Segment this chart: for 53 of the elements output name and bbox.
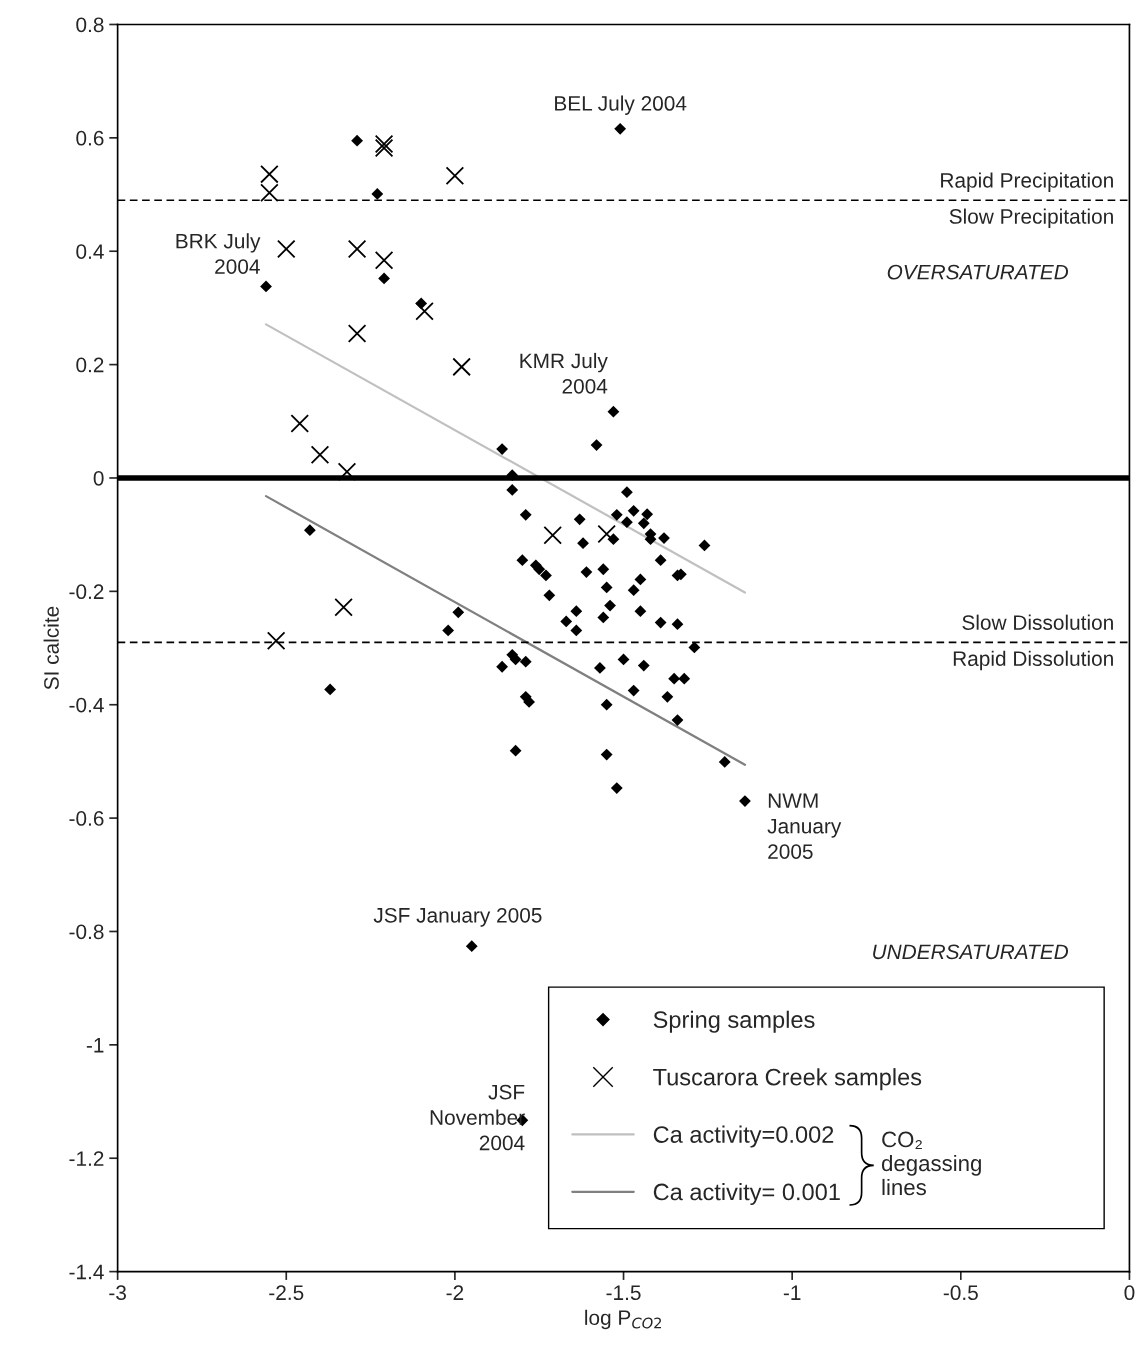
point	[415, 302, 434, 321]
point	[276, 239, 296, 259]
y-tick-label: 0.2	[76, 357, 104, 373]
y-tick-label: -1.2	[69, 1151, 104, 1166]
point	[266, 631, 286, 650]
legend-label: Tuscarora Creek samples	[653, 1068, 922, 1091]
point	[260, 183, 279, 203]
point	[452, 357, 471, 377]
x-tick-label: -2.5	[269, 1285, 304, 1301]
x-tick-label: -2	[446, 1285, 464, 1300]
point	[445, 166, 465, 186]
point	[347, 324, 367, 343]
x-tick-label: -0.5	[943, 1285, 978, 1301]
y-tick-label: -0.6	[69, 811, 104, 826]
x-tick-label: -3	[109, 1285, 126, 1301]
annotation: KMR July 2004	[520, 352, 608, 394]
y-axis-title: SI calcite	[43, 606, 59, 690]
x-axis-title: log P$_{CO2}$	[585, 1309, 662, 1330]
annotation: BRK July 2004	[176, 233, 261, 274]
y-tick-label: -0.4	[69, 697, 104, 713]
point	[260, 164, 279, 184]
point	[543, 525, 562, 545]
annotation: OVERSATURATED	[887, 264, 1069, 280]
point	[347, 239, 367, 259]
annotation: BEL July 2004	[555, 95, 687, 115]
annotation: JSF January 2005	[373, 907, 542, 927]
x-tick-label: -1	[783, 1285, 801, 1300]
y-tick-label: 0	[93, 470, 104, 486]
legend-title: CO₂ degassing lines	[881, 1131, 981, 1196]
ref-line-label: Rapid Precipitation	[941, 172, 1113, 192]
y-tick-label: 0.6	[76, 130, 104, 146]
point	[597, 524, 616, 544]
y-tick-label: -1.4	[69, 1264, 104, 1280]
x-tick-label: -1.5	[606, 1285, 641, 1301]
annotation: Rapid Dissolution	[953, 650, 1113, 671]
ref-line-label: Slow Dissolution	[962, 614, 1113, 630]
annotation: Slow Precipitation	[949, 208, 1113, 228]
x-tick-label: 0	[1124, 1285, 1135, 1301]
legend-label: Spring samples	[653, 1010, 815, 1033]
point	[374, 251, 394, 270]
legend-label: Ca activity= 0.001	[653, 1183, 840, 1206]
point	[310, 445, 330, 465]
legend-label: Ca activity=0.002	[653, 1125, 834, 1148]
y-tick-label: 0.8	[76, 17, 104, 33]
y-tick-label: -0.8	[69, 924, 104, 940]
point	[337, 462, 357, 482]
y-tick-label: 0.4	[76, 244, 104, 259]
y-tick-label: -0.2	[69, 584, 104, 600]
annotation: NWM January 2005	[767, 793, 842, 859]
annotation: UNDERSATURATED	[873, 944, 1069, 960]
point	[290, 414, 310, 433]
y-tick-label: -1	[86, 1038, 104, 1053]
point	[334, 597, 353, 617]
